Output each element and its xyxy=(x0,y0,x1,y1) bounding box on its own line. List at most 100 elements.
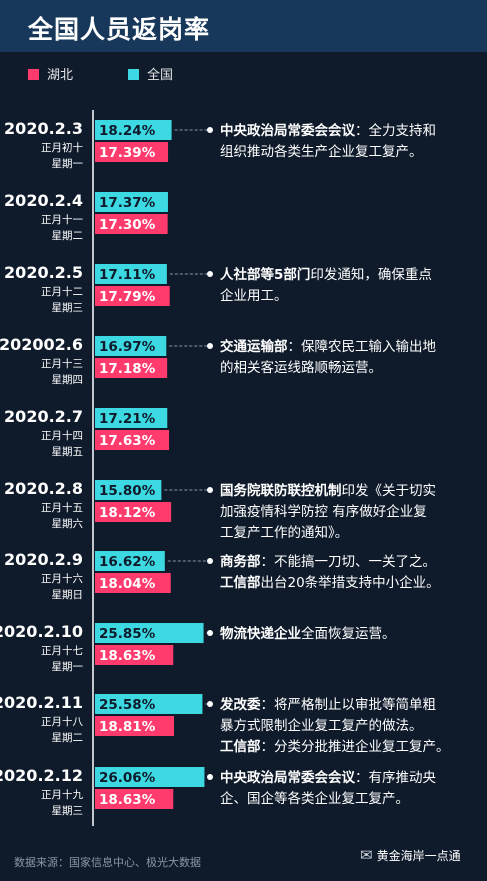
bar-label-hubei: 17.39% xyxy=(99,145,156,161)
bar-national xyxy=(95,623,204,643)
bar-label-national: 25.85% xyxy=(99,626,156,642)
annotation-text: 中央政治局常委会会议：全力支持和 xyxy=(220,122,436,139)
date-label: 202002.6 xyxy=(0,335,83,354)
legend-swatch-national xyxy=(128,69,139,80)
annotation-agency: 中央政治局常委会会议 xyxy=(220,769,355,786)
weekday-label: 星期六 xyxy=(52,518,84,530)
annotation-text: 工信部出台20条举措支持中小企业。 xyxy=(220,574,440,591)
bar-label-hubei: 17.30% xyxy=(99,217,156,233)
annotation-text: 暴方式限制企业复工复产的做法。 xyxy=(220,717,423,734)
annotation-detail: ：分类分批推进企业复工复产。 xyxy=(261,738,450,755)
date-label: 2020.2.3 xyxy=(4,119,83,138)
bar-label-national: 16.62% xyxy=(99,554,156,570)
annotation-detail: 工复产工作的通知》。 xyxy=(220,524,348,541)
date-label: 2020.2.7 xyxy=(4,407,83,426)
bar-label-national: 25.58% xyxy=(99,697,156,713)
bar-label-hubei: 18.81% xyxy=(99,719,156,735)
weekday-label: 星期三 xyxy=(52,302,84,314)
bar-hubei xyxy=(95,789,174,809)
annotation-agency: 物流快递企业 xyxy=(220,625,301,642)
annotation-text: 商务部：不能搞一刀切、一关了之。 xyxy=(220,553,436,570)
bar-national xyxy=(95,120,172,140)
annotation-detail: 出台20条举措支持中小企业。 xyxy=(261,574,440,591)
title-bar: 全国人员返岗率 xyxy=(0,0,487,52)
bar-national xyxy=(95,480,162,500)
bar-label-national: 15.80% xyxy=(99,483,156,499)
legend-item-hubei: 湖北 xyxy=(28,64,73,83)
annotation-text: 工信部：分类分批推进企业复工复产。 xyxy=(220,738,450,755)
annotation-text: 的相关客运线路顺畅运营。 xyxy=(220,359,382,376)
annotation-detail: 企、国企等各类企业复工复产。 xyxy=(220,790,409,807)
annotation-text: 组织推动各类生产企业复工复产。 xyxy=(220,143,423,160)
bar-hubei xyxy=(95,430,170,450)
lunar-date-label: 正月十二 xyxy=(41,285,83,298)
annotation-agency: 人社部等5部门 xyxy=(220,266,310,283)
annotation-detail: ：将严格制止以审批等简单粗 xyxy=(261,696,437,713)
annotation-detail: ：有序推动央 xyxy=(355,770,436,786)
annotation-agency: 商务部 xyxy=(220,553,261,570)
watermark-text: 黄金海岸一点通 xyxy=(376,849,461,863)
lunar-date-label: 正月十三 xyxy=(41,357,83,370)
annotation-text: 企、国企等各类企业复工复产。 xyxy=(220,790,409,807)
bar-label-national: 17.11% xyxy=(99,267,156,283)
annotation-detail: 印发通知，确保重点 xyxy=(310,266,432,283)
annotation-detail: 企业用工。 xyxy=(220,287,288,304)
date-label: 2020.2.12 xyxy=(0,766,83,785)
lunar-date-label: 正月十九 xyxy=(41,788,83,801)
legend-swatch-hubei xyxy=(28,69,39,80)
bar-national xyxy=(95,551,165,571)
bar-label-hubei: 18.12% xyxy=(99,505,156,521)
annotation-text: 加强疫情科学防控 有序做好企业复 xyxy=(220,503,427,520)
annotation-text: 物流快递企业全面恢复运营。 xyxy=(220,625,396,642)
date-label: 2020.2.9 xyxy=(4,550,83,569)
bar-label-hubei: 17.18% xyxy=(99,361,156,377)
date-label: 2020.2.10 xyxy=(0,622,83,641)
bar-label-national: 18.24% xyxy=(99,123,156,139)
bar-hubei xyxy=(95,573,171,593)
bar-hubei xyxy=(95,214,168,234)
weekday-label: 星期二 xyxy=(52,230,84,242)
annotation-dot xyxy=(207,487,213,493)
annotation-text: 国务院联防联控机制印发《关于切实 xyxy=(220,482,436,499)
bar-hubei xyxy=(95,286,170,306)
annotation-dot xyxy=(207,701,213,707)
bar-label-hubei: 18.63% xyxy=(99,648,156,664)
weekday-label: 星期日 xyxy=(52,589,84,601)
bar-national xyxy=(95,192,168,212)
lunar-date-label: 正月十六 xyxy=(41,572,83,585)
lunar-date-label: 正月十一 xyxy=(41,213,83,226)
annotation-detail: ：不能搞一刀切、一关了之。 xyxy=(261,554,437,570)
bar-national xyxy=(95,767,205,787)
lunar-date-label: 正月初十 xyxy=(41,141,83,154)
bar-label-hubei: 17.79% xyxy=(99,289,156,305)
bar-label-national: 17.21% xyxy=(99,411,156,427)
legend-item-national: 全国 xyxy=(128,64,173,83)
weekday-label: 星期二 xyxy=(52,732,84,744)
legend-label-national: 全国 xyxy=(147,68,174,83)
annotation-text: 企业用工。 xyxy=(220,287,288,304)
weekday-label: 星期四 xyxy=(52,374,84,386)
bar-hubei xyxy=(95,502,172,522)
annotation-dot xyxy=(207,343,213,349)
wechat-icon: ✉ xyxy=(360,846,373,864)
annotation-dot xyxy=(207,558,213,564)
annotation-text: 中央政治局常委会会议：有序推动央 xyxy=(220,769,436,786)
annotation-dot xyxy=(207,271,213,277)
annotation-agency: 交通运输部 xyxy=(220,338,288,355)
bar-hubei xyxy=(95,645,174,665)
lunar-date-label: 正月十七 xyxy=(41,644,83,657)
annotation-dot xyxy=(207,774,213,780)
annotation-agency: 国务院联防联控机制 xyxy=(220,482,342,499)
annotation-text: 发改委：将严格制止以审批等简单粗 xyxy=(219,696,436,713)
bar-hubei xyxy=(95,716,175,736)
bar-hubei xyxy=(95,358,168,378)
annotation-detail: 加强疫情科学防控 有序做好企业复 xyxy=(220,503,427,520)
annotation-agency: 工信部 xyxy=(220,574,261,591)
bar-label-hubei: 18.63% xyxy=(99,792,156,808)
weekday-label: 星期一 xyxy=(52,661,84,673)
bar-national xyxy=(95,264,167,284)
annotation-detail: 暴方式限制企业复工复产的做法。 xyxy=(220,717,423,734)
annotation-text: 工复产工作的通知》。 xyxy=(220,524,348,541)
page-title: 全国人员返岗率 xyxy=(28,15,211,44)
